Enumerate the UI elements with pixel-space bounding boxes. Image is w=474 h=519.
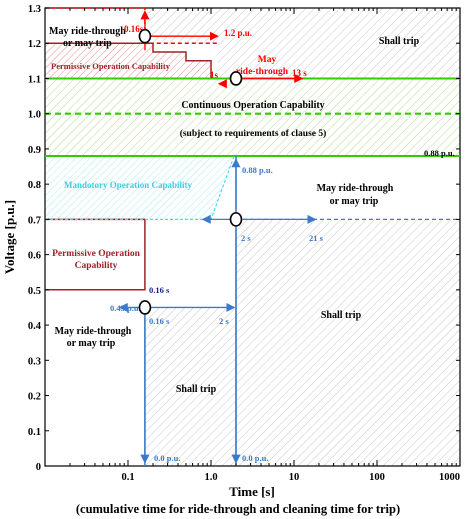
y-tick-label: 1.2: [28, 39, 41, 50]
y-axis-ticks: 0 0.1 0.2 0.3 0.4 0.5 0.6 0.7 0.8 0.9 1.0 1.1 1.2 1.3: [28, 4, 460, 473]
y-tick-label: 1.1: [28, 74, 41, 85]
annotation-2s-bottom: 2 s: [219, 316, 229, 326]
region-mandatory-operation: [45, 156, 235, 220]
annotation-21s: 21 s: [309, 233, 324, 243]
annotation-00pu-b: 0.0 p.u.: [242, 453, 268, 463]
x-axis-ticks: 0.1 1.0 10 100 1000: [44, 8, 460, 483]
operating-point-circle: [229, 212, 243, 227]
label-permissive-top: Permissive Operation Capability: [51, 61, 171, 71]
operating-point-markers: [118, 10, 317, 464]
label-may-ride-low-2: or may trip: [67, 338, 116, 349]
annotation-016s-red: 0.16 s: [149, 285, 170, 295]
region-continuous-operation: [45, 78, 460, 156]
label-permissive-low-1: Permissive Operation: [52, 249, 141, 259]
x-tick-label: 1.0: [204, 472, 217, 483]
annotation-088pu-top: 0.88 p.u.: [242, 165, 273, 175]
label-shall-trip-low: Shall trip: [176, 384, 217, 395]
label-may-ride-mid-2: or may trip: [330, 196, 379, 207]
annotation-2s-left: 2 s: [241, 233, 251, 243]
annotation-13s: 13 s: [292, 68, 307, 78]
y-axis-label: Voltage [p.u.]: [2, 200, 17, 274]
y-tick-label: 0.4: [28, 321, 42, 332]
y-tick-label: 1.0: [28, 110, 41, 121]
label-shall-trip-top: Shall trip: [379, 36, 420, 47]
y-tick-label: 0.5: [28, 286, 41, 297]
region-shall-trip-top: [144, 8, 460, 79]
plot-frame: [44, 7, 461, 467]
region-shall-trip-mid: [236, 219, 460, 466]
label-may-2: ride-through: [236, 67, 289, 77]
label-mandatory: Mandotory Operation Capability: [64, 180, 193, 190]
annotation-016s-blue: 0.16 s: [149, 316, 170, 326]
y-tick-label: 0.7: [28, 215, 41, 226]
y-tick-label: 0.1: [28, 427, 41, 438]
operating-point-circle: [138, 28, 152, 44]
y-tick-label: 0.3: [28, 356, 41, 367]
x-tick-label: 0.1: [121, 472, 134, 483]
region-shall-trip-low: [144, 307, 236, 466]
y-tick-label: 0.8: [28, 180, 41, 191]
x-axis-subtitle: (cumulative time for ride-through and cl…: [76, 502, 400, 516]
operating-point-circle: [138, 300, 152, 315]
label-shall-trip-mid: Shall trip: [321, 310, 362, 321]
y-tick-label: 0.9: [28, 145, 41, 156]
label-may-ride-top-1: May ride-through: [49, 26, 126, 37]
y-tick-label: 1.3: [28, 4, 41, 15]
label-may-ride-low-1: May ride-through: [55, 326, 132, 337]
y-tick-label: 0.2: [28, 392, 41, 403]
x-tick-label: 1000: [439, 472, 460, 483]
label-continuous-2: (subject to requirements of clause 5): [180, 128, 327, 139]
region-labels: Shall trip May ride-through or may trip …: [49, 26, 420, 395]
series-permissive-upper: [45, 42, 304, 80]
label-may-ride-top-2: or may trip: [63, 38, 112, 49]
x-tick-label: 10: [289, 472, 300, 483]
annotation-00pu-a: 0.0 p.u.: [154, 453, 180, 463]
y-tick-label: 0.6: [28, 251, 41, 262]
label-permissive-low-2: Capability: [75, 261, 118, 271]
label-may-1: May: [258, 55, 277, 65]
label-continuous-1: Continuous Operation Capability: [181, 100, 324, 111]
hatched-regions: [45, 8, 460, 466]
annotation-016s-top: 0.16s: [124, 24, 144, 34]
y-tick-label: 0: [36, 462, 41, 473]
operating-point-circle: [229, 71, 243, 86]
label-may-ride-mid-1: May ride-through: [317, 183, 394, 194]
x-axis-label: Time [s]: [229, 484, 275, 499]
x-tick-label: 100: [369, 472, 385, 483]
annotation-1-2pu: 1.2 p.u.: [224, 28, 252, 38]
series-permissive-lower: [45, 218, 146, 291]
annotation-088pu-right: 0.88 p.u.: [424, 148, 455, 158]
annotation-1s: 1s: [210, 70, 219, 80]
